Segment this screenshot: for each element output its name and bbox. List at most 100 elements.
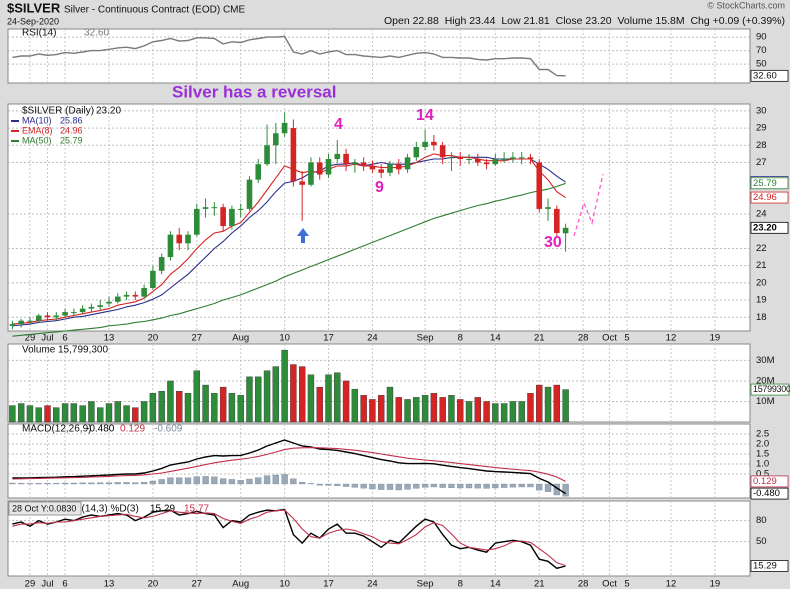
x-tick-label: 28 [578,579,589,589]
candle-body [343,153,349,165]
overlay [297,173,604,243]
histogram-bar [167,477,174,485]
histogram-bar [202,476,209,485]
y-tick-label: 70 [756,45,767,56]
candle-body [35,315,42,321]
x-tick-label: Oct [602,579,617,589]
legend-value: 0.129 [120,424,145,435]
candle-body [132,294,139,297]
histogram-bar [492,483,499,489]
legend-value: -0.609 [154,424,183,435]
legend-value: -0.480 [86,424,115,435]
candle-body [88,306,95,309]
x-tick-label: 19 [710,579,721,589]
volume-bar [53,407,60,423]
histogram-bar [53,483,60,485]
candle-body [510,157,516,160]
candle-body [439,145,446,158]
volume-bar [457,399,464,423]
histogram-bar [26,483,34,485]
value-tag-box [750,487,789,500]
candle-body [264,145,270,165]
x-tick-label: 8 [458,333,463,344]
value-tag-box [750,383,790,396]
volume-bar [351,388,359,423]
histogram-bar [518,483,525,488]
value-tag: 0.129 [753,476,777,487]
histogram-bar [184,477,192,485]
legend-value: 15.29 [150,504,175,515]
candle-body [185,234,191,244]
volume-bar [518,401,525,423]
histogram-bar [544,483,552,492]
value-tag: 32.60 [753,70,777,81]
histogram-bar [88,482,95,485]
header: $SILVER Silver - Continuous Contract (EO… [7,0,785,26]
volume-bar [97,407,104,423]
x-tick-label: 14 [490,579,501,589]
candle-body [53,315,60,318]
x-tick-label: 5 [624,579,629,589]
x-tick-label: 8 [458,579,463,589]
subtitle: Silver - Continuous Contract (EOD) CME [64,5,245,16]
volume-bar [395,397,402,423]
y-tick-label: 50 [756,59,767,70]
volume-bar [483,401,490,423]
histogram-bar [395,483,402,491]
histogram-bar [404,483,411,490]
histogram-bar [281,474,288,485]
volume-bar [404,399,411,423]
histogram-bar [61,482,69,485]
histogram-bar [334,483,341,486]
volume-bar [44,405,51,423]
x-tick-label: Jul [41,333,53,344]
histogram-bar [9,482,16,485]
volume-bar [527,393,534,423]
candle-body [229,208,235,227]
volume-bar [184,393,192,423]
candle-body [290,128,297,182]
candle-body [281,122,288,134]
legend-value: 24.96 [60,125,83,135]
volume-bar [500,403,508,423]
volume-bar [553,384,561,423]
candle-body [141,288,147,297]
x-tick-label: 14 [490,333,501,344]
indicator-line [12,509,566,567]
volume-bar [17,403,25,423]
candle-body [562,227,569,234]
volume-bar [132,407,139,423]
x-tick-label: Sep [417,333,434,344]
candle-body [466,159,472,161]
candle-body [518,157,525,159]
x-tick-label: 17 [323,579,334,589]
candle-body [325,159,332,175]
histogram-bar [342,483,350,487]
annotation: Silver has a reversal [172,82,336,101]
histogram-bar [263,475,271,485]
x-tick-label: 27 [192,333,203,344]
y-tick-label: 2.0 [756,439,769,450]
candle-body [334,153,341,160]
x-tick-label: 12 [666,333,677,344]
y-tick-label: 21 [756,260,767,271]
histogram-bar [483,483,490,489]
candle-body [448,157,455,159]
projection [573,173,604,237]
panel-title: MACD(12,26,9) [22,424,91,435]
histogram-bar [149,480,157,485]
histogram-bar [246,478,253,485]
candle-body [378,169,384,173]
volume-bar [290,364,297,423]
moving-average [12,182,566,337]
candle-body [62,312,68,316]
histogram-bar [351,483,359,488]
candle-body [246,179,253,209]
panels: 90 70 50 RSI(14) 32.60 32.60 18 19 20 21 22 24 27 28 2… [7,28,790,589]
x-tick-label: 24 [367,579,378,589]
value-tag-box [750,221,789,234]
candle-body [27,320,33,322]
legend-value: 25.86 [60,115,83,125]
histogram-bar [290,478,297,485]
histogram-bar [378,483,385,490]
